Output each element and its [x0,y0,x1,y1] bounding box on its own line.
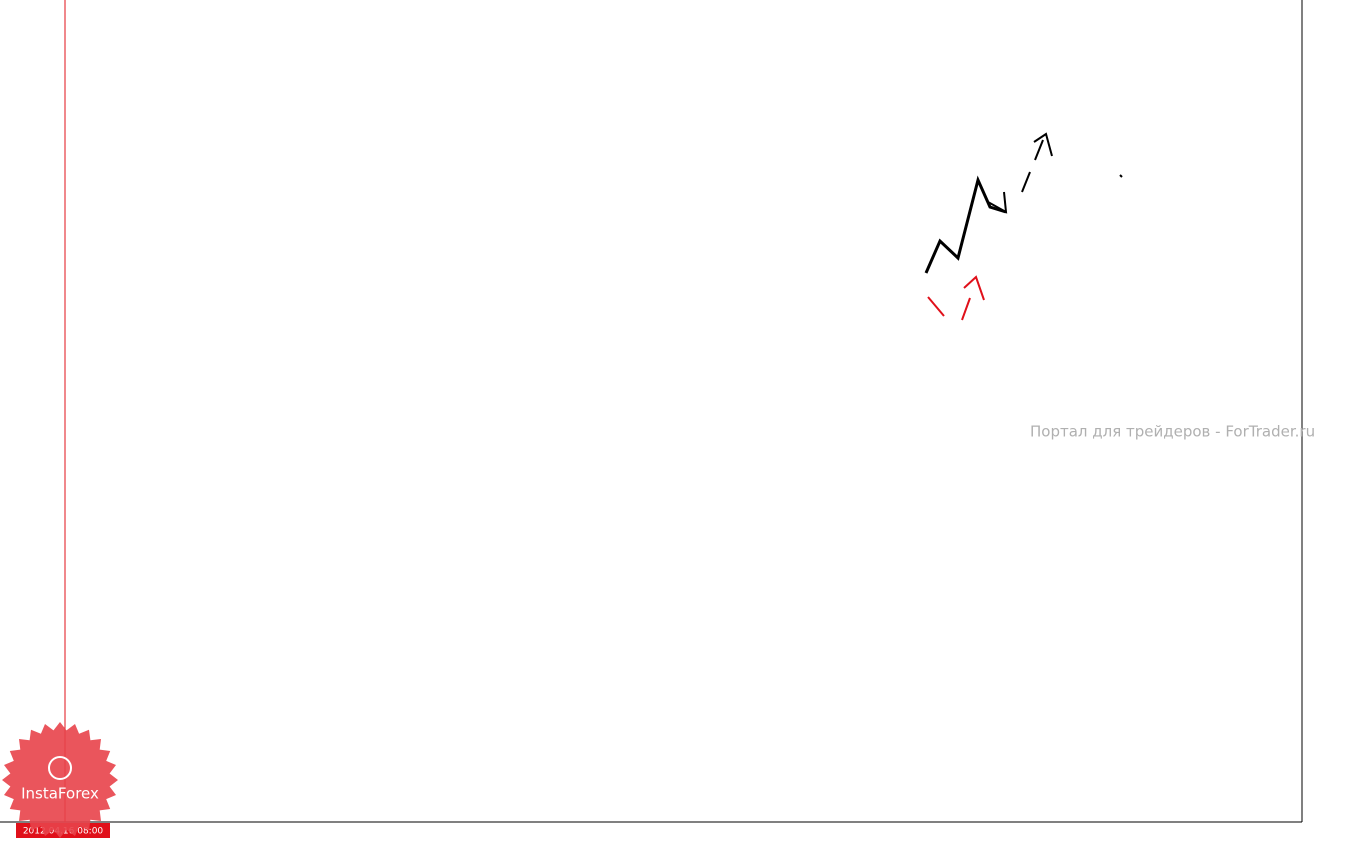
forecast-arrow [987,191,1008,214]
logo-icon [48,756,72,780]
alt-dash [927,296,945,317]
dot [1119,174,1123,178]
watermark: Портал для трейдеров - ForTrader.ru [1030,423,1315,441]
forecast-path [924,175,1007,274]
alt-arrow [963,275,985,301]
forecast-arrow [1033,132,1053,157]
alt-dash [961,297,971,321]
forecast-dash [1021,171,1031,193]
logo-text: InstaForex [21,785,99,803]
annotations: 2012.04.16 08:00 Портал для трейдеров - … [0,0,1315,838]
forecast-dash [1034,139,1044,161]
